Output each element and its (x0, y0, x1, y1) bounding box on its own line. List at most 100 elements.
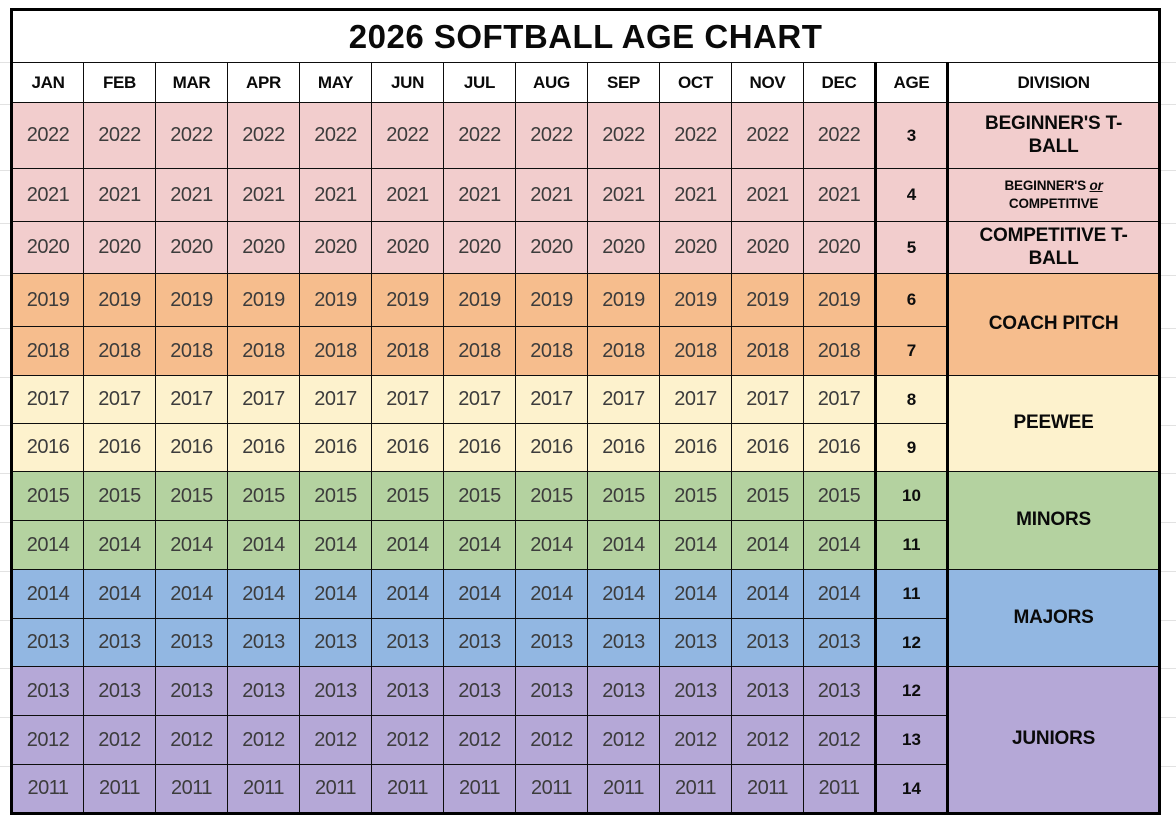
year-cell: 2018 (11, 326, 84, 376)
year-cell: 2018 (299, 326, 372, 376)
year-cell: 2014 (11, 520, 84, 570)
age-cell: 11 (874, 520, 948, 570)
age-header: AGE (874, 62, 948, 103)
year-cell: 2014 (659, 520, 732, 570)
division-label-line: MAJORS (1013, 606, 1094, 628)
year-cell: 2014 (731, 520, 804, 570)
year-cell: 2015 (299, 471, 372, 521)
division-cell-t-ball-age-3: BEGINNER'S T- BALL (945, 102, 1161, 169)
year-cell: 2020 (11, 221, 84, 274)
year-cell: 2013 (227, 666, 300, 716)
year-cell: 2019 (731, 273, 804, 327)
year-cell: 2022 (155, 102, 228, 169)
year-cell: 2017 (11, 375, 84, 424)
year-cell: 2022 (803, 102, 876, 169)
year-cell: 2022 (659, 102, 732, 169)
division-label-line: PEEWEE (1013, 412, 1094, 434)
year-cell: 2017 (299, 375, 372, 424)
year-cell: 2020 (371, 221, 444, 274)
year-cell: 2019 (659, 273, 732, 327)
year-cell: 2015 (83, 471, 156, 521)
year-cell: 2014 (155, 520, 228, 570)
year-cell: 2012 (731, 715, 804, 765)
year-cell: 2016 (803, 423, 876, 472)
year-cell: 2012 (443, 715, 516, 765)
year-cell: 2019 (443, 273, 516, 327)
year-cell: 2013 (83, 666, 156, 716)
year-cell: 2016 (83, 423, 156, 472)
year-cell: 2013 (227, 618, 300, 667)
year-cell: 2021 (659, 168, 732, 222)
year-cell: 2013 (515, 666, 588, 716)
year-cell: 2015 (731, 471, 804, 521)
division-header: DIVISION (945, 62, 1161, 103)
year-cell: 2013 (731, 618, 804, 667)
division-label-line: BEGINNER'S T- (985, 113, 1123, 135)
year-cell: 2016 (371, 423, 444, 472)
year-cell: 2017 (803, 375, 876, 424)
division-label-line: COMPETITIVE (1008, 196, 1099, 211)
year-cell: 2014 (299, 520, 372, 570)
year-cell: 2014 (443, 520, 516, 570)
year-cell: 2014 (587, 569, 660, 619)
year-cell: 2020 (83, 221, 156, 274)
age-cell: 13 (874, 715, 948, 765)
age-cell: 4 (874, 168, 948, 222)
month-header-nov: NOV (731, 62, 804, 103)
age-chart-table: 2026 SOFTBALL AGE CHART JAN FEB MAR APR MAY J… (10, 8, 1162, 815)
year-cell: 2012 (803, 715, 876, 765)
year-cell: 2022 (731, 102, 804, 169)
year-cell: 2012 (659, 715, 732, 765)
year-cell: 2019 (155, 273, 228, 327)
age-cell: 5 (874, 221, 948, 274)
year-cell: 2011 (299, 764, 372, 814)
table-row-peewee-2017: 2017 2017 2017 2017 2017 2017 2017 2017 2017 2017… (11, 375, 1161, 472)
year-cell: 2022 (11, 102, 84, 169)
year-cell: 2019 (83, 273, 156, 327)
year-cell: 2020 (803, 221, 876, 274)
year-cell: 2014 (443, 569, 516, 619)
year-cell: 2016 (155, 423, 228, 472)
year-cell: 2014 (587, 520, 660, 570)
year-cell: 2020 (515, 221, 588, 274)
year-cell: 2011 (443, 764, 516, 814)
age-cell: 3 (874, 102, 948, 169)
month-header-may: MAY (299, 62, 372, 103)
year-cell: 2013 (587, 618, 660, 667)
year-cell: 2013 (731, 666, 804, 716)
table-row-t-ball-2022: 2022 2022 2022 2022 2022 2022 2022 2022 2022 2022… (11, 102, 1161, 169)
year-cell: 2018 (731, 326, 804, 376)
year-cell: 2014 (371, 520, 444, 570)
division-cell-majors: MAJORS (945, 569, 1161, 667)
year-cell: 2013 (299, 618, 372, 667)
title-row: 2026 SOFTBALL AGE CHART (10, 9, 1161, 63)
year-cell: 2012 (371, 715, 444, 765)
table-row-t-ball-2021: 2021 2021 2021 2021 2021 2021 2021 2021 2021 2021… (11, 168, 1161, 222)
age-cell: 9 (874, 423, 948, 472)
year-cell: 2022 (83, 102, 156, 169)
year-cell: 2014 (83, 569, 156, 619)
year-cell: 2013 (299, 666, 372, 716)
year-cell: 2016 (443, 423, 516, 472)
division-cell-peewee: PEEWEE (945, 375, 1161, 472)
division-label-line: MINORS (1016, 509, 1091, 531)
age-cell: 7 (874, 326, 948, 376)
year-cell: 2018 (515, 326, 588, 376)
year-cell: 2013 (803, 618, 876, 667)
year-cell: 2017 (443, 375, 516, 424)
year-cell: 2013 (587, 666, 660, 716)
year-cell: 2011 (587, 764, 660, 814)
year-cell: 2022 (299, 102, 372, 169)
table-row-minors-2014: 2014 2014 2014 2014 2014 2014 2014 2014 2014 2014… (11, 520, 1160, 570)
division-label-line: JUNIORS (1012, 728, 1096, 750)
year-cell: 2019 (11, 273, 84, 327)
age-cell: 12 (874, 666, 948, 716)
year-cell: 2018 (659, 326, 732, 376)
year-cell: 2011 (227, 764, 300, 814)
year-cell: 2021 (587, 168, 660, 222)
year-cell: 2013 (659, 618, 732, 667)
year-cell: 2013 (11, 618, 84, 667)
year-cell: 2014 (227, 569, 300, 619)
year-cell: 2017 (515, 375, 588, 424)
year-cell: 2013 (83, 618, 156, 667)
